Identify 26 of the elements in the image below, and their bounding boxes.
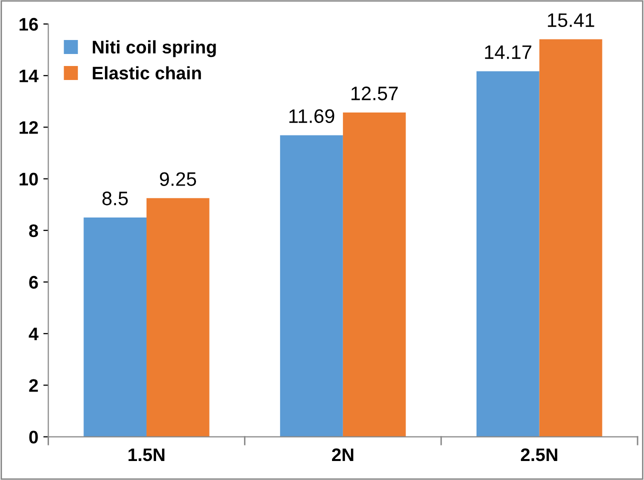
x-tick-label: 2.5N xyxy=(520,448,558,462)
y-tick-label: 6 xyxy=(29,276,38,289)
legend-label: Elastic chain xyxy=(92,66,201,80)
bar xyxy=(476,71,540,437)
data-label: 12.57 xyxy=(352,86,398,100)
legend-label: Niti coil spring xyxy=(92,40,216,58)
data-label: 9.25 xyxy=(160,172,196,186)
data-label: 14.17 xyxy=(485,45,532,59)
x-tick-label: 1.5N xyxy=(128,448,164,462)
y-tick-label: 2 xyxy=(29,379,38,392)
bar xyxy=(280,135,343,437)
y-tick-label: 10 xyxy=(20,172,38,186)
x-tick-label: 2N xyxy=(332,448,354,461)
y-tick-label: 0 xyxy=(29,430,38,444)
data-label: 8.5 xyxy=(102,192,128,206)
bar xyxy=(146,198,210,437)
data-label: 11.69 xyxy=(289,109,334,124)
y-tick-label: 12 xyxy=(20,121,38,134)
bar xyxy=(342,112,406,437)
y-tick-label: 14 xyxy=(20,70,38,82)
y-tick-label: 8 xyxy=(29,224,38,238)
bar xyxy=(84,218,147,437)
data-label: 15.41 xyxy=(548,13,594,28)
y-tick-label: 4 xyxy=(28,328,38,340)
y-tick-label: 16 xyxy=(20,18,38,31)
bar xyxy=(539,39,602,437)
